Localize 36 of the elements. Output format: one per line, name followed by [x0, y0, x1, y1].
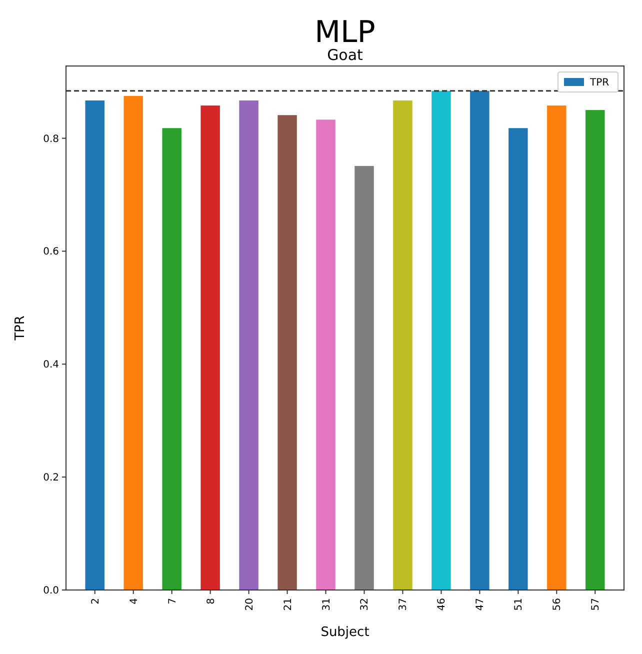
bar: [432, 90, 451, 590]
bar: [124, 96, 143, 590]
x-tick-label: 20: [244, 598, 256, 611]
y-axis-title: TPR: [13, 316, 28, 342]
bar: [278, 115, 297, 590]
y-tick-label: 0.2: [43, 472, 59, 484]
bar: [316, 120, 336, 590]
x-tick-label: 32: [360, 598, 371, 611]
bar: [508, 128, 528, 590]
x-tick-label: 57: [590, 598, 602, 611]
x-tick-label: 47: [475, 598, 486, 611]
x-tick-label: 31: [321, 598, 332, 611]
legend-label: TPR: [589, 78, 610, 88]
x-tick-label: 2: [90, 598, 102, 604]
x-tick-label: 4: [128, 598, 140, 604]
y-tick-label: 0.8: [43, 134, 59, 145]
y-tick-label: 0.6: [43, 246, 59, 258]
bar: [162, 128, 182, 590]
bar: [547, 106, 566, 590]
x-tick-label: 7: [167, 598, 178, 604]
bar: [85, 100, 104, 590]
x-tick-label: 8: [206, 598, 217, 604]
bar: [470, 90, 490, 590]
x-tick-label: 46: [436, 598, 448, 611]
bar: [393, 100, 412, 590]
x-tick-label: 51: [514, 598, 525, 611]
x-axis-title: Subject: [320, 625, 370, 640]
bar: [239, 100, 258, 590]
x-tick-label: 21: [282, 598, 294, 611]
bar: [354, 166, 374, 590]
x-tick-label: 56: [552, 598, 564, 611]
bar: [200, 106, 220, 590]
bar: [586, 110, 605, 590]
y-tick-label: 0.4: [43, 360, 59, 371]
y-tick-label: 0.0: [43, 586, 59, 596]
x-tick-label: 37: [398, 598, 410, 611]
